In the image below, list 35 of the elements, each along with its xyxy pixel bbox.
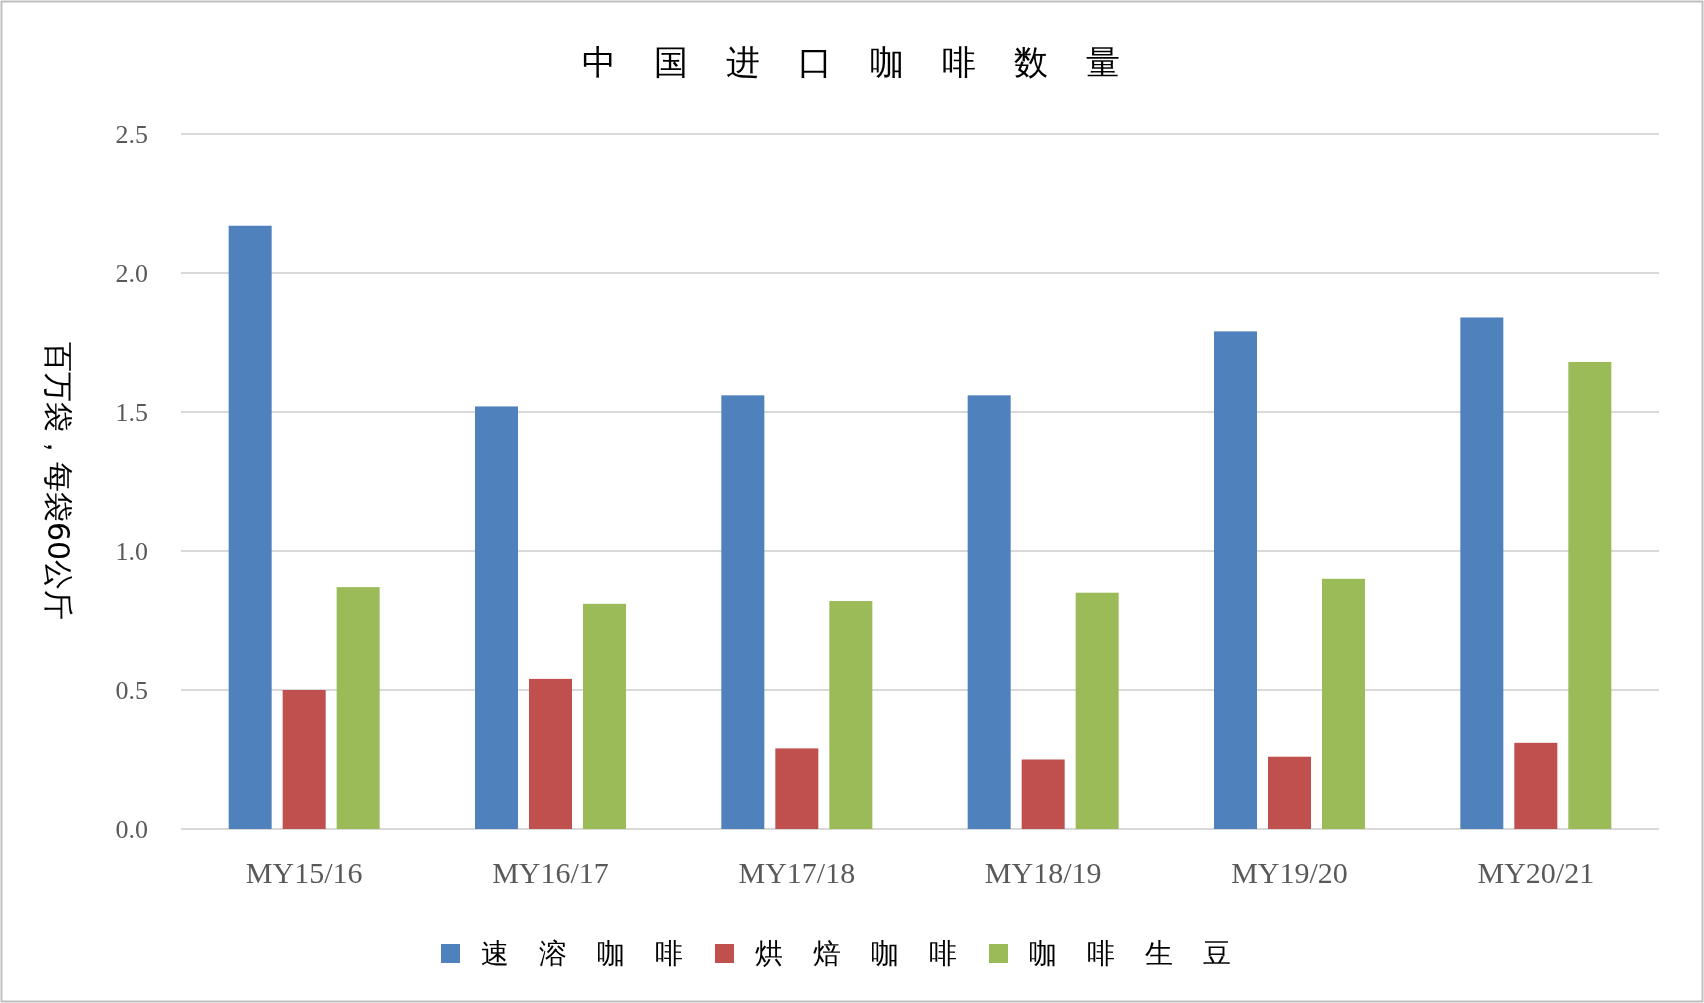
bar xyxy=(1021,759,1065,829)
bar xyxy=(829,601,873,829)
x-tick-label: MY15/16 xyxy=(245,856,363,889)
y-tick-label: 1.0 xyxy=(115,537,148,566)
bar xyxy=(967,395,1011,829)
bar xyxy=(583,603,626,829)
bar xyxy=(721,395,765,829)
y-axis-title: 百万袋，每袋60公斤 xyxy=(41,341,76,621)
y-tick-label: 2.0 xyxy=(115,259,148,288)
y-tick-label: 1.5 xyxy=(115,398,148,427)
x-tick-label: MY16/17 xyxy=(492,856,609,889)
x-tick-label: MY19/20 xyxy=(1231,856,1348,889)
bar xyxy=(1514,742,1558,829)
bar xyxy=(336,587,380,829)
bar xyxy=(228,225,272,829)
bar xyxy=(1460,317,1504,829)
bar xyxy=(1075,592,1119,829)
chart-title: 中国进口咖啡数量 xyxy=(582,42,1158,82)
bar xyxy=(1322,578,1365,829)
y-tick-label: 2.5 xyxy=(115,120,148,149)
bar xyxy=(1214,331,1257,829)
bar xyxy=(529,678,572,829)
legend-label: 咖啡生豆 xyxy=(1029,937,1261,970)
bar xyxy=(1268,756,1311,829)
x-tick-label: MY20/21 xyxy=(1477,856,1595,889)
bar xyxy=(475,406,518,829)
x-tick-label: MY17/18 xyxy=(738,856,856,889)
x-tick-label: MY18/19 xyxy=(984,856,1102,889)
bar xyxy=(1568,361,1612,829)
y-tick-label: 0.5 xyxy=(115,676,148,705)
legend-label: 速溶咖啡 xyxy=(481,937,713,970)
legend-label: 烘焙咖啡 xyxy=(755,937,987,970)
bar xyxy=(282,690,326,829)
y-tick-label: 0.0 xyxy=(115,815,148,844)
bar xyxy=(775,748,819,829)
